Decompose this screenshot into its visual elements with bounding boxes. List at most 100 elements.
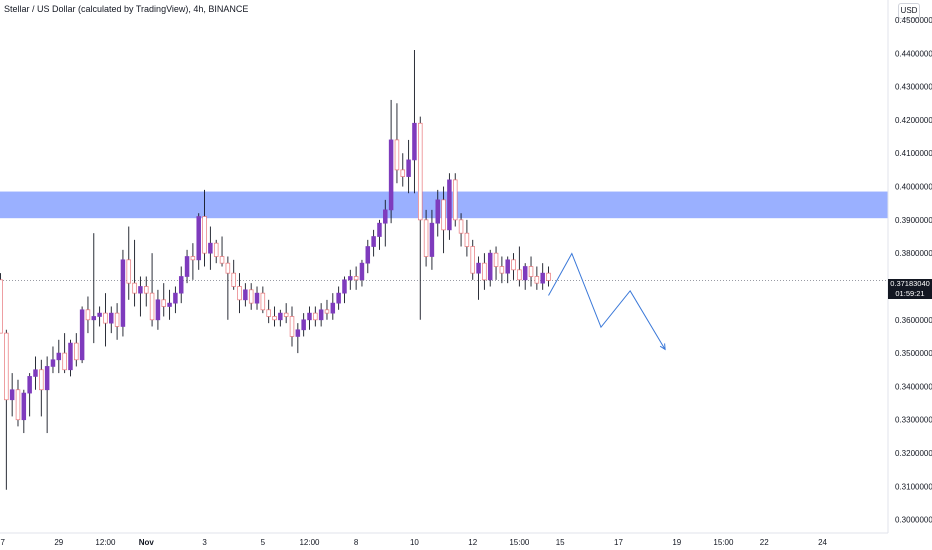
candle-body — [74, 342, 79, 361]
time-tick-label: 17 — [614, 538, 623, 547]
candle — [50, 346, 56, 374]
candle-body — [289, 316, 295, 337]
candle — [377, 219, 382, 250]
candle — [91, 233, 97, 344]
candle — [190, 243, 196, 280]
candle-body — [476, 262, 481, 274]
candle — [68, 339, 73, 377]
candle — [167, 289, 172, 320]
candle-body — [464, 232, 470, 247]
candle — [219, 236, 225, 267]
candle-body — [394, 139, 400, 171]
currency-button[interactable]: USD — [898, 3, 920, 19]
candle-body — [44, 366, 50, 391]
candle — [289, 306, 295, 347]
candle — [324, 299, 330, 320]
candle — [441, 186, 446, 254]
candle-body — [348, 276, 353, 281]
candle — [208, 226, 213, 270]
candle — [476, 256, 481, 300]
candle-body — [27, 376, 32, 394]
candle — [546, 266, 551, 287]
candle-body — [499, 266, 505, 274]
candle-body — [126, 259, 132, 284]
candle — [272, 306, 277, 327]
candle — [231, 259, 236, 290]
candle — [173, 286, 178, 314]
candle-body — [56, 352, 62, 361]
candle — [161, 283, 166, 317]
candle-body — [114, 312, 120, 327]
candle-body — [62, 352, 67, 371]
candle — [266, 299, 271, 324]
candle-body — [155, 299, 161, 321]
last-price-tag: 0.37183040 01:59:21 — [888, 279, 932, 299]
candle — [260, 286, 266, 314]
candle — [15, 379, 21, 427]
candle — [138, 276, 143, 317]
time-tick-label: 3 — [202, 538, 207, 547]
candle-body — [342, 279, 347, 294]
candle — [517, 246, 522, 287]
candle — [318, 303, 324, 327]
candle — [452, 173, 458, 227]
candle-body — [254, 292, 260, 304]
candle-body — [79, 309, 85, 361]
candle-body — [534, 276, 540, 284]
candle-body — [313, 312, 318, 321]
candle — [178, 266, 184, 304]
candle-body — [283, 312, 289, 317]
candle — [435, 189, 441, 237]
candle-body — [68, 342, 73, 371]
candle-body — [132, 282, 137, 294]
time-tick-label: 12:00 — [299, 538, 320, 547]
candle-body — [173, 292, 178, 304]
candle — [505, 256, 510, 284]
candle — [149, 253, 155, 327]
candle — [120, 249, 126, 337]
candle — [237, 273, 242, 314]
candle — [429, 209, 435, 270]
candle-body — [120, 259, 126, 327]
time-tick-label: 5 — [261, 538, 266, 547]
time-tick-label: 15:00 — [713, 538, 734, 547]
candle — [388, 99, 394, 224]
bar-countdown: 01:59:21 — [895, 289, 925, 298]
candle — [295, 323, 301, 354]
candle — [27, 373, 32, 417]
candle-body — [423, 219, 429, 257]
candle — [109, 306, 114, 334]
candle — [155, 289, 161, 330]
time-axis[interactable]: 7 29 12:00 Nov 3 5 12:00 8 10 12 15:00 15 17 19 15:00 2… — [1, 538, 828, 547]
candle — [39, 359, 44, 417]
candle-body — [219, 256, 225, 264]
candle — [4, 329, 9, 490]
candle — [74, 333, 79, 367]
candles — [0, 49, 551, 490]
candle-body — [447, 179, 452, 231]
candle-body — [85, 309, 91, 321]
time-tick-label: 12 — [468, 538, 477, 547]
candle — [44, 356, 50, 434]
time-tick-label: 10 — [410, 538, 419, 547]
candle-body — [295, 329, 301, 337]
projection-arrow-head — [659, 343, 666, 351]
candle-body — [517, 269, 522, 281]
candle — [278, 309, 283, 327]
candle — [371, 229, 376, 257]
candle — [330, 293, 336, 320]
time-tick-label: 15 — [556, 538, 565, 547]
candle — [33, 356, 38, 390]
candle-body — [15, 389, 21, 421]
candle — [412, 49, 417, 194]
